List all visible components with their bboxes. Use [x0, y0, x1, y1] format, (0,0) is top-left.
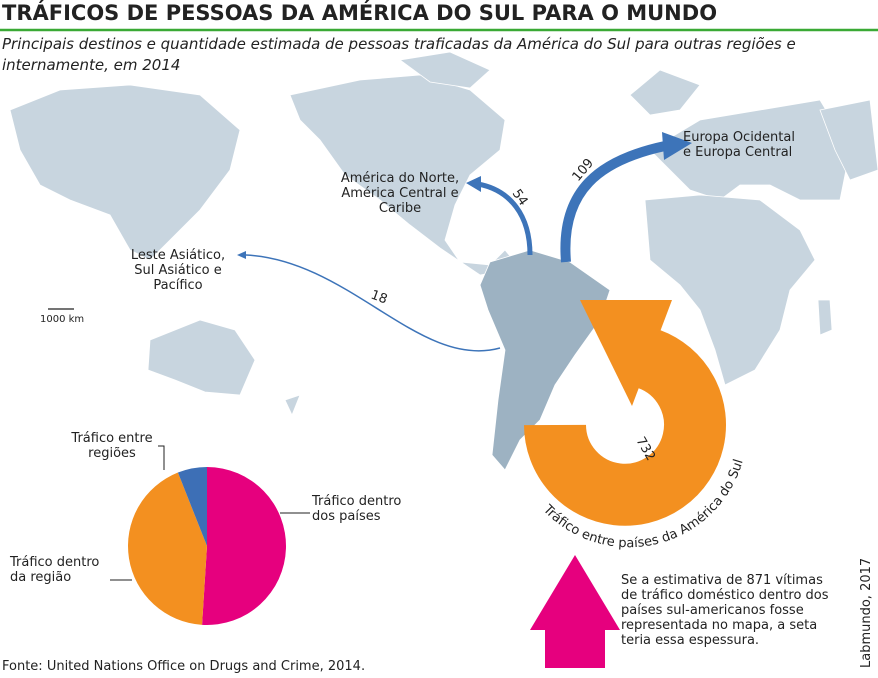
destination-label: América Central e [341, 186, 458, 201]
note: Se a estimativa de 871 vítimas de tráfic… [621, 573, 829, 648]
note-line: países sul-americanos fosse [621, 603, 804, 618]
flows [237, 132, 692, 352]
note-line: Se a estimativa de 871 vítimas [621, 573, 823, 588]
note-line: de tráfico doméstico dentro dos [621, 588, 829, 603]
scale-arrow [530, 555, 620, 668]
slice-label: Tráfico dentro [311, 494, 401, 509]
internal-flow: 732 Tráfico entre países da América do S… [524, 300, 747, 551]
destination-label: Pacífico [153, 278, 202, 293]
destination-label: Europa Ocidental [683, 130, 795, 145]
destination-label: Leste Asiático, [131, 248, 225, 263]
subtitle: internamente, em 2014 [2, 56, 180, 74]
destination-label: Caribe [379, 201, 421, 216]
note-line: teria essa espessura. [621, 633, 759, 648]
destination-label: e Europa Central [683, 145, 792, 160]
pie-slice [127, 472, 207, 625]
subtitle: Principais destinos e quantidade estimad… [2, 35, 796, 53]
destination-label: América do Norte, [341, 171, 459, 186]
flow-value: 18 [369, 288, 390, 308]
credit: Labmundo, 2017 [859, 558, 874, 668]
pie-slice [177, 467, 207, 546]
slice-label: da região [10, 570, 71, 585]
slice-label: Tráfico entre [70, 431, 152, 446]
slice-label: dos países [312, 509, 381, 524]
source: Fonte: United Nations Office on Drugs an… [2, 659, 365, 674]
slice-label: regiões [88, 446, 136, 461]
pie-slice [202, 467, 286, 625]
note-line: representada no mapa, a seta [621, 618, 817, 633]
scale-label: 1000 km [40, 314, 84, 325]
slice-label: Tráfico dentro [9, 555, 99, 570]
destination-label: Sul Asiático e [134, 263, 221, 278]
leader-line [158, 445, 165, 470]
world-map: 1000 km [9, 51, 878, 471]
title: TRÁFICOS DE PESSOAS DA AMÉRICA DO SUL PA… [2, 0, 717, 25]
